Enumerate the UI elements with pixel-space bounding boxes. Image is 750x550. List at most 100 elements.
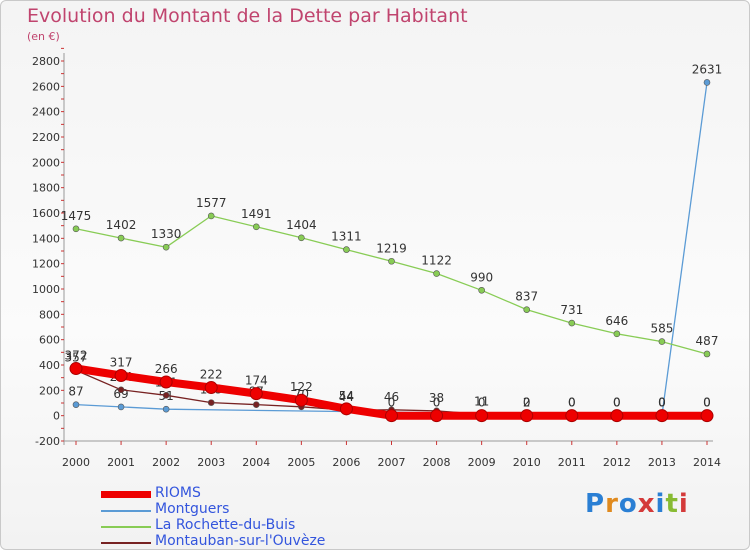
x-tick-label: 2012 [603, 456, 631, 469]
legend-label-montauban: Montauban-sur-l'Ouvèze [155, 533, 326, 549]
legend: RIOMS Montguers La Rochette-du-Buis Mont… [101, 485, 421, 549]
data-label: 487 [696, 334, 719, 348]
y-tick-label: 0 [53, 410, 60, 423]
y-tick-label: 2600 [32, 80, 60, 93]
y-tick-label: 2200 [32, 131, 60, 144]
data-label: 0 [388, 396, 396, 410]
data-label: 1330 [151, 227, 182, 241]
chart-title: Evolution du Montant de la Dette par Hab… [27, 5, 468, 27]
data-point [520, 409, 534, 423]
data-label: 0 [568, 396, 576, 410]
data-label: 1311 [331, 230, 362, 244]
y-tick-label: 2800 [32, 55, 60, 68]
data-point [159, 375, 173, 389]
data-label: 0 [703, 396, 711, 410]
data-point [117, 403, 125, 411]
data-label: 2 [523, 395, 531, 409]
data-label: 990 [470, 270, 493, 284]
data-point [343, 246, 350, 253]
x-tick-label: 2000 [62, 456, 90, 469]
data-label: 38 [429, 391, 444, 405]
series-montguers: 87695102631 [68, 62, 723, 419]
y-tick-label: 1000 [32, 283, 60, 296]
legend-item-la-rochette: La Rochette-du-Buis [101, 517, 421, 534]
y-tick-label: 600 [39, 334, 60, 347]
data-label: 87 [68, 385, 83, 399]
data-label: 0 [613, 396, 621, 410]
data-label: 0 [658, 396, 666, 410]
data-point [252, 401, 260, 408]
data-point [204, 381, 218, 395]
y-tick-label: 2000 [32, 156, 60, 169]
legend-item-montguers: Montguers [101, 501, 421, 518]
legend-item-montauban: Montauban-sur-l'Ouvèze [101, 533, 421, 549]
data-point [610, 409, 624, 423]
data-label: 317 [110, 356, 133, 370]
y-tick-label: -200 [35, 435, 60, 448]
data-point [162, 391, 170, 399]
legend-label-rioms: RIOMS [155, 485, 201, 501]
proxiti-logo: Proxiti [585, 489, 689, 519]
x-tick-label: 2009 [468, 456, 496, 469]
data-point [568, 319, 576, 327]
y-tick-label: 1600 [32, 207, 60, 220]
data-label: 46 [384, 390, 399, 404]
data-label: 357 [65, 350, 88, 364]
x-tick-label: 2010 [513, 456, 541, 469]
data-label: 44 [339, 390, 354, 404]
data-label: 0 [658, 396, 666, 410]
data-label: 0 [433, 396, 441, 410]
legend-item-rioms: RIOMS [101, 485, 421, 502]
data-label: 1475 [61, 209, 92, 223]
data-point [207, 399, 215, 406]
x-tick-label: 2008 [423, 456, 451, 469]
y-tick-label: 200 [39, 384, 60, 397]
x-tick-label: 2013 [648, 456, 676, 469]
data-label: 11 [474, 394, 489, 408]
x-tick-label: 2005 [287, 456, 315, 469]
data-point [478, 286, 485, 294]
legend-swatch-montguers [101, 510, 151, 512]
data-label: 266 [155, 362, 178, 376]
y-tick-label: 400 [39, 359, 60, 372]
y-tick-label: 1200 [32, 258, 60, 271]
x-tick-label: 2003 [197, 456, 225, 469]
data-label: 54 [339, 389, 354, 403]
data-point [252, 223, 260, 231]
series-rioms: 372 317 266 222 174 122 54 0 0 0 0 0 0 0 0 [65, 349, 714, 423]
x-tick-label: 2006 [332, 456, 360, 469]
data-label: 174 [245, 374, 268, 388]
data-point [249, 387, 263, 401]
data-point [613, 330, 621, 338]
data-point [388, 257, 395, 265]
data-label: 585 [650, 322, 673, 336]
data-label: 646 [605, 314, 628, 328]
data-label: 0 [523, 396, 531, 410]
data-point [658, 338, 666, 345]
data-point [433, 270, 440, 277]
x-tick-label: 2002 [152, 456, 180, 469]
legend-label-la-rochette: La Rochette-du-Buis [155, 517, 296, 533]
x-tick-label: 2007 [378, 456, 406, 469]
data-label: 0 [568, 396, 576, 410]
data-point [162, 243, 170, 251]
data-label: 122 [290, 380, 313, 394]
data-point [117, 386, 125, 394]
data-label: 222 [200, 368, 223, 382]
data-point [475, 409, 489, 423]
y-tick-label: 1400 [32, 232, 60, 245]
legend-label-montguers: Montguers [155, 501, 230, 517]
data-point [72, 401, 80, 408]
data-label: 0 [658, 396, 666, 410]
data-point [430, 409, 444, 423]
data-label: 2631 [692, 62, 723, 76]
data-point [298, 234, 305, 242]
legend-swatch-rioms [101, 491, 151, 498]
data-point [523, 306, 531, 313]
x-tick-label: 2004 [242, 456, 270, 469]
data-label: 1219 [376, 241, 407, 255]
data-label: 837 [515, 290, 538, 304]
data-label: 731 [560, 303, 583, 317]
